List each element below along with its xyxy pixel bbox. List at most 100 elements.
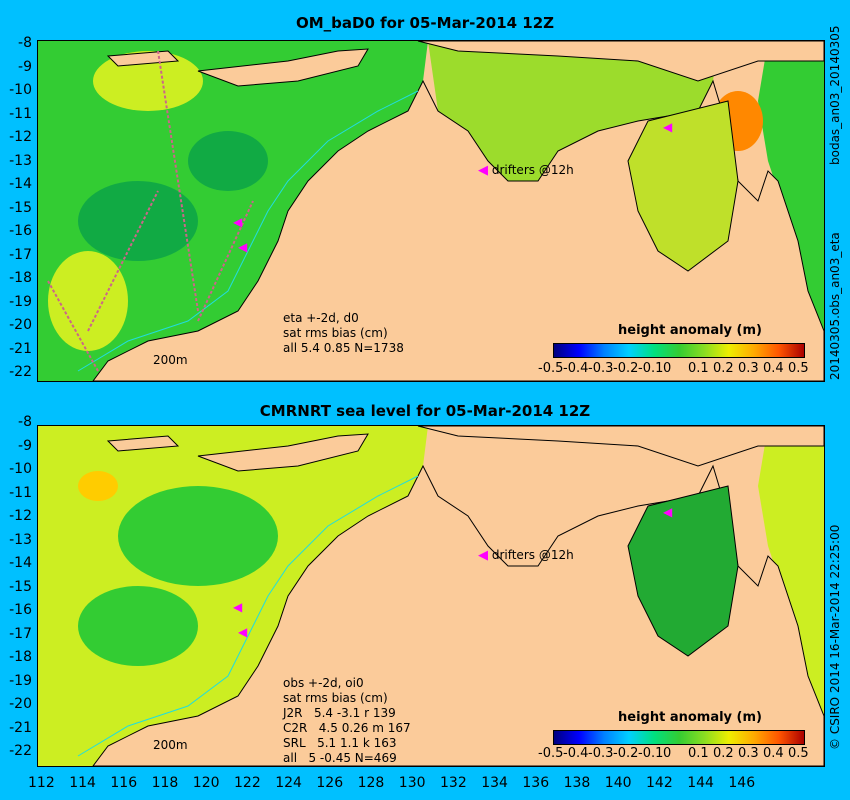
x-tick-label: 118	[151, 775, 179, 791]
top-map-svg: ◀ ◀ ◀	[38, 41, 824, 381]
colorbar-tick-label: 0.5	[788, 746, 809, 761]
bottom-map-svg: ◀ ◀ ◀	[38, 426, 824, 766]
colorbar-tick-label: 0.3	[738, 746, 759, 761]
y-tick-label: -12	[9, 129, 32, 145]
stats-block: eta +-2d, d0 sat rms bias (cm) all 5.4 0.8…	[283, 311, 404, 356]
drifters-label: drifters @12h	[491, 548, 574, 562]
drifters-label: drifters @12h	[491, 163, 574, 177]
colorbar-tick-label: 0.5	[788, 361, 809, 376]
colorbar-tick-label: -0.1	[638, 746, 664, 761]
y-tick-label: -21	[9, 340, 32, 357]
colorbar-tick-label: -0.2	[613, 746, 639, 761]
y-tick-label: -22	[9, 743, 32, 759]
drifter-marker: ◀	[663, 120, 673, 134]
y-tick-label: -17	[9, 246, 32, 263]
drifters-legend: ◀ drifters @12h	[478, 163, 574, 178]
satellite-track	[197, 200, 254, 322]
depth-label: 200m	[153, 738, 188, 752]
y-tick-label: -13	[9, 531, 32, 548]
drifter-marker: ◀	[238, 240, 248, 254]
y-tick-label: -10	[9, 461, 32, 477]
y-tick-label: -14	[9, 555, 32, 571]
y-tick-label: -14	[9, 176, 32, 192]
anomaly-low-blob	[78, 181, 198, 261]
x-tick-label: 128	[357, 775, 385, 791]
anomaly-low-blob	[118, 486, 278, 586]
right-label-bottom: 20140305.obs_an03_eta	[828, 232, 842, 380]
y-tick-label: -11	[9, 105, 32, 122]
bottom-map-panel[interactable]: ◀ ◀ ◀ ◀ drifters @12h 200m obs +-2d, oi0…	[37, 425, 825, 767]
x-tick-label: 114	[69, 775, 96, 791]
drifter-marker: ◀	[238, 625, 248, 639]
isobath-200m	[77, 475, 419, 757]
drifter-arrow-icon: ◀	[478, 163, 488, 178]
colorbar-tick-label: -0.3	[588, 361, 614, 376]
stats-line: C2R 4.5 0.26 m 167	[283, 721, 411, 735]
x-tick-label: 140	[604, 775, 632, 791]
ocean-field-east	[758, 41, 824, 331]
y-tick-label: -21	[9, 719, 32, 736]
colorbar-tick-label: 0.1	[688, 746, 709, 761]
y-tick-label: -8	[18, 35, 32, 51]
stats-line: obs +-2d, oi0	[283, 676, 364, 690]
gulf-water	[627, 100, 739, 272]
colorbar-title: height anomaly (m)	[618, 323, 762, 338]
drifter-arrow-icon: ◀	[478, 548, 488, 563]
anomaly-warm-blob	[78, 471, 118, 501]
stats-line: SRL 5.1 1.1 k 163	[283, 736, 397, 750]
y-tick-label: -19	[9, 672, 32, 689]
top-panel-title: OM_baD0 for 05-Mar-2014 12Z	[295, 14, 555, 32]
colorbar-tick-label: 0	[663, 746, 672, 761]
y-tick-label: -20	[9, 696, 32, 712]
satellite-track	[47, 280, 99, 372]
y-tick-label: -10	[9, 82, 32, 98]
x-tick-label: 126	[316, 775, 344, 791]
satellite-track	[87, 190, 159, 332]
y-tick-label: -22	[9, 364, 32, 380]
colorbar	[553, 730, 805, 745]
colorbar-tick-label: -0.4	[563, 746, 589, 761]
anomaly-low-blob	[188, 131, 268, 191]
drifter-marker: ◀	[233, 600, 243, 614]
y-tick-label: -16	[9, 223, 32, 239]
top-map-panel[interactable]: ◀ ◀ ◀ ◀ drifters @12h 200m eta +-2d, d0 s…	[37, 40, 825, 382]
anomaly-high-blob	[48, 251, 128, 351]
colorbar-tick-label: -0.2	[613, 361, 639, 376]
x-tick-label: 122	[234, 775, 261, 791]
colorbar-tick-label: -0.1	[638, 361, 664, 376]
drifters-legend: ◀ drifters @12h	[478, 548, 574, 563]
x-tick-label: 146	[728, 775, 756, 791]
x-tick-label: 130	[398, 775, 426, 791]
y-tick-label: -11	[9, 484, 32, 501]
y-tick-label: -13	[9, 152, 32, 169]
stats-line: sat rms bias (cm)	[283, 326, 388, 340]
colorbar-tick-label: 0.2	[713, 746, 734, 761]
right-label-top: bodas_an03_20140305	[828, 25, 842, 166]
colorbar	[553, 343, 805, 358]
y-tick-label: -15	[9, 199, 32, 216]
y-tick-label: -12	[9, 508, 32, 524]
x-tick-label: 144	[687, 775, 714, 791]
timor-island	[197, 48, 369, 87]
isobath-200m	[77, 90, 419, 372]
stats-block: obs +-2d, oi0 sat rms bias (cm) J2R 5.4 -3…	[283, 676, 411, 766]
gulf-water	[627, 485, 739, 657]
colorbar-title: height anomaly (m)	[618, 710, 762, 725]
x-tick-label: 134	[481, 775, 508, 791]
x-tick-label: 112	[28, 775, 55, 791]
x-tick-label: 116	[110, 775, 138, 791]
ocean-field-east	[758, 426, 824, 716]
colorbar-tick-label: 0	[663, 361, 672, 376]
new-guinea-coast	[417, 426, 824, 467]
y-tick-label: -19	[9, 293, 32, 310]
drifter-marker: ◀	[663, 505, 673, 519]
y-tick-label: -18	[9, 649, 32, 665]
stats-line: eta +-2d, d0	[283, 311, 359, 325]
y-tick-label: -15	[9, 578, 32, 595]
colorbar-tick-label: -0.4	[563, 361, 589, 376]
y-tick-label: -9	[18, 437, 32, 454]
y-tick-label: -18	[9, 270, 32, 286]
ocean-field-gulf	[428, 41, 718, 181]
timor-island	[197, 433, 369, 472]
y-tick-label: -9	[18, 58, 32, 75]
